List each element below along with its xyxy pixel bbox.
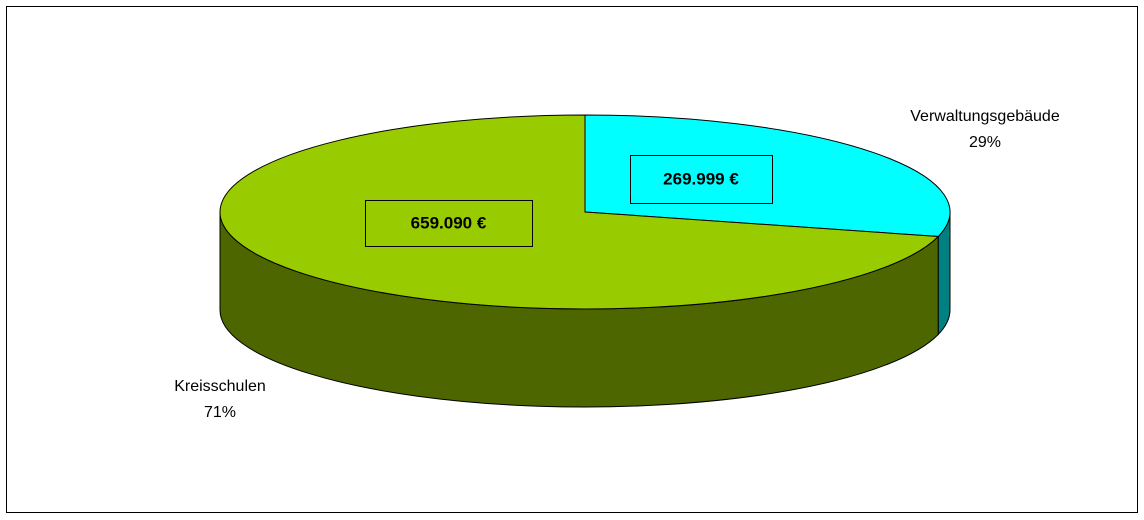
pie-slice	[584, 114, 951, 237]
value-label-box	[365, 200, 533, 247]
percent-label: 71%	[204, 404, 236, 421]
value-label-box	[630, 155, 773, 204]
value-label: 659.090 €	[411, 213, 487, 232]
category-label: Kreisschulen	[174, 378, 266, 395]
percent-label: 29%	[969, 134, 1001, 151]
pie-slice	[219, 114, 940, 310]
value-label: 269.999 €	[663, 169, 739, 188]
category-label: Verwaltungsgebäude	[910, 108, 1060, 125]
